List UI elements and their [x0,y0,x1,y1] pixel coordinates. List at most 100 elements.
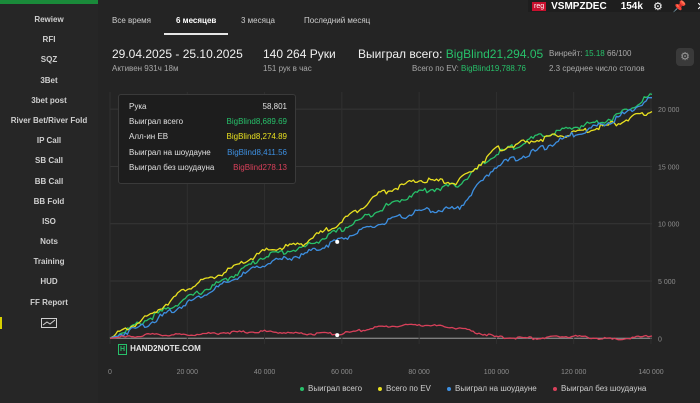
tooltip-label: Выиграл на шоудауне [129,148,211,157]
tooltip-value: BigBlind8,689.69 [226,117,288,126]
hover-point [335,239,340,244]
tooltip-value: BigBlind8,274.89 [226,132,288,141]
tooltip-row: Рука 58,801 [129,101,287,113]
legend-dot-icon [300,386,304,391]
series-line [109,323,653,341]
tooltip-label: Рука [129,102,147,111]
chart-tooltip: Рука 58,801 Выиграл всего BigBlind8,689.… [118,94,296,184]
x-tick-label: 60 000 [331,369,353,376]
balance: 154k [620,0,643,12]
legend-item[interactable]: Выиграл всего [300,384,362,393]
legend-label: Выиграл на шоудауне [455,384,537,393]
sidebar-item-rewiew[interactable]: Rewiew [34,15,64,24]
sidebar-item-training[interactable]: Training [33,257,65,267]
sidebar-item-sqz[interactable]: SQZ [40,55,58,65]
active-time: Активен 931ч 18м [112,64,179,73]
pin-icon[interactable]: 📌 [672,0,687,13]
date-range: 29.04.2025 - 25.10.2025 [112,47,243,61]
sidebar-item-river-bet-fold[interactable]: River Bet/River Fold [10,115,88,125]
y-tick-label: 15 000 [658,164,680,171]
won-total-label: Выиграл всего: [358,47,443,61]
sidebar-item-ff-report[interactable]: FF Report [30,297,68,307]
tooltip-label: Выиграл без шоудауна [129,163,215,172]
tab-6-months[interactable]: 6 месяцев [163,9,229,35]
ev-total: Всего по EV: BigBlind19,788.76 [412,64,526,73]
tab-all-time[interactable]: Все время [112,16,151,25]
chart-settings-button[interactable]: ⚙ [676,48,694,66]
avg-tables: 2.3 среднее число столов [549,64,645,73]
x-tick-label: 140 000 [638,369,663,376]
x-tick-label: 40 000 [254,369,276,376]
sidebar-item-bb-fold[interactable]: BB Fold [33,196,65,206]
logo-text: HAND2NOTE.COM [130,344,201,353]
tooltip-row: Выиграл на шоудауне BigBlind8,411.56 [129,147,287,159]
sidebar-item-3bet-post[interactable]: 3bet post [31,95,67,105]
tooltip-label: Алл-ин EB [129,132,169,141]
legend-dot-icon [447,386,451,391]
y-tick-label: 10 000 [658,222,680,229]
chart-axes: 0 5 000 10 000 15 000 20 000 0 20 000 40 000 60 … [108,107,679,376]
won-total-value: BigBlind21,294.05 [445,47,544,61]
tooltip-value: BigBlind8,411.56 [227,148,287,157]
sidebar-item-hud[interactable]: HUD [40,277,58,287]
hand2note-logo: H HAND2NOTE.COM [118,344,201,355]
gear-icon[interactable]: ⚙ [652,0,663,13]
sidebar-item-nots[interactable]: Nots [40,237,58,247]
hands-per-hour: 151 рук в час [263,64,312,73]
legend-item[interactable]: Выиграл без шоудауна [553,384,646,393]
x-tick-label: 100 000 [484,369,509,376]
won-total: Выиграл всего: BigBlind21,294.05 [358,47,543,61]
sidebar-item-chart[interactable] [0,313,98,333]
x-tick-label: 80 000 [408,369,430,376]
tooltip-row: Выиграл всего BigBlind8,689.69 [129,116,287,128]
tooltip-value: 58,801 [262,102,287,111]
tooltip-value: BigBlind278.13 [233,163,287,172]
y-tick-label: 0 [658,336,662,343]
legend-label: Выиграл всего [308,384,363,393]
account-bar: reg VSMPZDEC 154k ⚙ 📌 ✕ [528,0,700,13]
winrate-extra: 66/100 [606,49,632,58]
stats-header: 29.04.2025 - 25.10.2025 Активен 931ч 18м… [98,36,700,86]
tooltip-row: Выиграл без шоудауна BigBlind278.13 [129,162,287,174]
chart-lines [109,93,653,341]
legend-label: Выиграл без шоудауна [561,384,647,393]
series-line [109,93,653,339]
y-tick-label: 5 000 [658,279,676,286]
x-tick-label: 20 000 [177,369,199,376]
winrate: Винрейт: 15.18 66/100 [549,49,631,58]
sidebar-item-bb-call[interactable]: BB Call [34,176,64,186]
chart-icon [41,317,57,328]
active-marker [0,316,2,329]
sidebar: Rewiew RFI SQZ 3Bet 3bet post River Bet/… [0,4,98,403]
legend-label: Всего по EV [386,384,431,393]
tooltip-row: Алл-ин EB BigBlind8,274.89 [129,131,287,143]
winrate-value: 15.18 [584,49,605,58]
username[interactable]: VSMPZDEC [551,0,607,12]
x-tick-label: 120 000 [561,369,586,376]
series-line [109,111,653,339]
legend-item[interactable]: Всего по EV [378,384,431,393]
tooltip-label: Выиграл всего [129,117,184,126]
tab-3-months[interactable]: 3 месяца [241,16,275,25]
sidebar-item-ip-call[interactable]: IP Call [36,136,62,146]
legend-dot-icon [553,386,557,391]
x-tick-label: 0 [108,369,112,376]
hover-point [335,333,340,338]
legend-dot-icon [378,386,382,391]
series-line [109,97,652,339]
reg-badge: reg [532,1,547,11]
close-icon[interactable]: ✕ [697,0,700,13]
tab-last-month[interactable]: Последний месяц [304,16,371,25]
sidebar-item-iso[interactable]: ISO [42,216,56,226]
ev-label: Всего по EV: [412,64,459,73]
ev-value: BigBlind19,788.76 [461,64,526,73]
sidebar-item-rfi[interactable]: RFI [42,35,56,45]
hands-count: 140 264 Руки [263,47,336,61]
winrate-label: Винрейт: [549,49,583,58]
sidebar-item-3bet[interactable]: 3Bet [40,75,58,85]
legend-item[interactable]: Выиграл на шоудауне [447,384,537,393]
logo-mark-icon: H [118,344,128,355]
sidebar-item-sb-call[interactable]: SB Call [34,156,63,166]
y-tick-label: 20 000 [658,107,680,114]
